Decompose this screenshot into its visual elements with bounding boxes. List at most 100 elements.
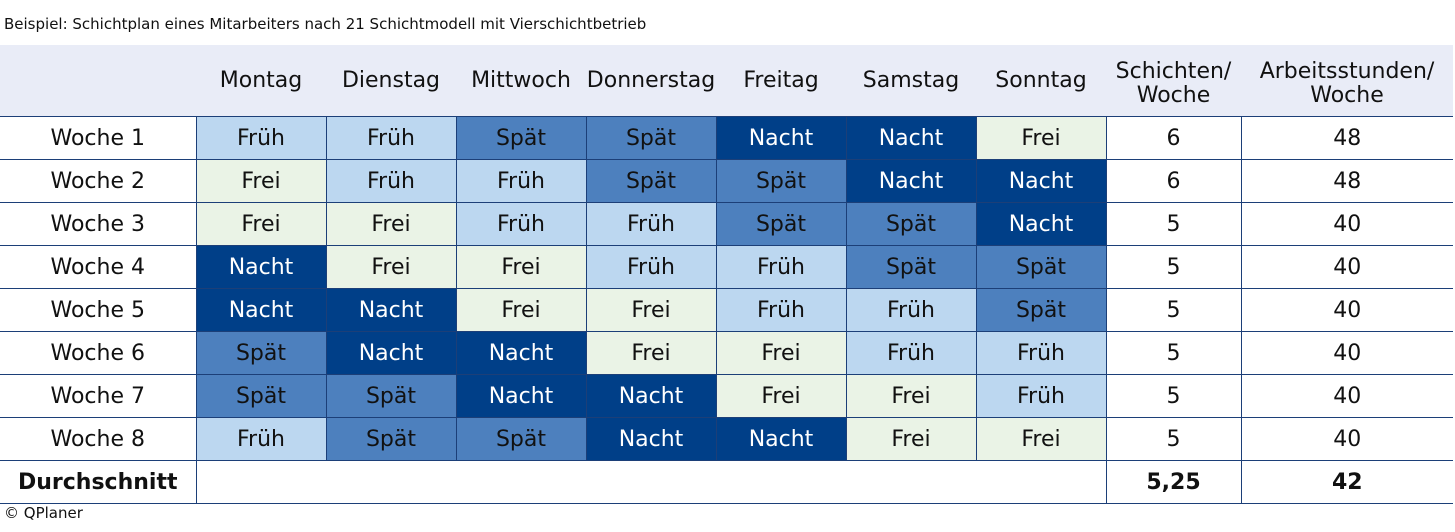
shift-cell: Nacht: [585, 374, 717, 418]
shift-cell: Nacht: [195, 288, 327, 332]
shift-cell: Frei: [845, 374, 977, 418]
shift-cell: Frei: [455, 288, 587, 332]
shift-cell: Nacht: [845, 159, 977, 203]
hours-per-week-cell: 40: [1240, 417, 1453, 461]
shift-cell: Spät: [195, 331, 327, 375]
header-shifts-per-week: Schichten/ Woche: [1106, 45, 1241, 117]
shift-cell: Spät: [195, 374, 327, 418]
shift-cell: Nacht: [975, 202, 1107, 246]
shift-cell: Früh: [715, 245, 847, 289]
shifts-per-week-cell: 6: [1105, 159, 1242, 203]
header-day: Freitag: [716, 45, 846, 117]
shifts-per-week-cell: 5: [1105, 331, 1242, 375]
shift-cell: Frei: [585, 288, 717, 332]
shifts-per-week-cell: 5: [1105, 288, 1242, 332]
shift-cell: Nacht: [325, 288, 457, 332]
header-day: Samstag: [846, 45, 976, 117]
hours-per-week-cell: 40: [1240, 288, 1453, 332]
shift-cell: Nacht: [455, 331, 587, 375]
week-label: Woche 2: [0, 159, 197, 203]
shift-cell: Frei: [975, 116, 1107, 160]
shift-cell: Spät: [585, 159, 717, 203]
copyright-note: © QPlaner: [4, 504, 83, 522]
week-row: Woche 7 Spät Spät Nacht Nacht Frei Frei Früh 5 40: [0, 374, 1453, 418]
average-hours: 42: [1240, 460, 1453, 504]
week-row: Woche 4 Nacht Frei Frei Früh Früh Spät Spät 5 40: [0, 245, 1453, 289]
shift-cell: Früh: [585, 202, 717, 246]
week-label: Woche 1: [0, 116, 197, 160]
hours-per-week-cell: 40: [1240, 202, 1453, 246]
shift-cell: Frei: [325, 245, 457, 289]
shift-cell: Früh: [455, 159, 587, 203]
shift-cell: Früh: [975, 331, 1107, 375]
week-row: Woche 3 Frei Frei Früh Früh Spät Spät Nacht 5 40: [0, 202, 1453, 246]
header-shifts-line1: Schichten/: [1115, 58, 1232, 84]
header-shifts-line2: Woche: [1136, 82, 1211, 108]
shift-cell: Frei: [325, 202, 457, 246]
shift-cell: Früh: [715, 288, 847, 332]
shifts-per-week-cell: 5: [1105, 245, 1242, 289]
shift-cell: Nacht: [845, 116, 977, 160]
shift-cell: Früh: [195, 417, 327, 461]
week-row: Woche 2 Frei Früh Früh Spät Spät Nacht Nacht 6 48: [0, 159, 1453, 203]
week-label: Woche 7: [0, 374, 197, 418]
header-hours-line1: Arbeitsstunden/: [1259, 58, 1435, 84]
shift-cell: Früh: [975, 374, 1107, 418]
shift-cell: Frei: [845, 417, 977, 461]
shifts-per-week-cell: 5: [1105, 417, 1242, 461]
week-row: Woche 1 Früh Früh Spät Spät Nacht Nacht Frei 6 48: [0, 116, 1453, 160]
shift-cell: Früh: [585, 245, 717, 289]
week-row: Woche 6 Spät Nacht Nacht Frei Frei Früh Früh 5 40: [0, 331, 1453, 375]
shift-cell: Frei: [195, 202, 327, 246]
shift-cell: Spät: [585, 116, 717, 160]
shift-cell: Früh: [845, 331, 977, 375]
shifts-per-week-cell: 5: [1105, 202, 1242, 246]
shift-cell: Früh: [325, 116, 457, 160]
shift-cell: Spät: [975, 288, 1107, 332]
average-label: Durchschnitt: [0, 460, 197, 504]
header-day: Dienstag: [326, 45, 456, 117]
week-label: Woche 3: [0, 202, 197, 246]
week-label: Woche 8: [0, 417, 197, 461]
week-label: Woche 6: [0, 331, 197, 375]
shift-cell: Spät: [325, 374, 457, 418]
hours-per-week-cell: 48: [1240, 159, 1453, 203]
shift-cell: Frei: [715, 331, 847, 375]
average-row: Durchschnitt 5,25 42: [0, 460, 1453, 504]
header-day: Montag: [196, 45, 326, 117]
header-day: Sonntag: [976, 45, 1106, 117]
shifts-per-week-cell: 6: [1105, 116, 1242, 160]
shift-cell: Spät: [715, 159, 847, 203]
shift-cell: Frei: [975, 417, 1107, 461]
average-empty-cell: [195, 460, 1107, 504]
hours-per-week-cell: 48: [1240, 116, 1453, 160]
shift-cell: Nacht: [325, 331, 457, 375]
shift-cell: Frei: [585, 331, 717, 375]
header-row: Montag Dienstag Mittwoch Donnerstag Frei…: [0, 45, 1453, 117]
shift-plan-table: Montag Dienstag Mittwoch Donnerstag Frei…: [0, 45, 1453, 504]
plan-body: Woche 1 Früh Früh Spät Spät Nacht Nacht Frei 6 48…: [0, 116, 1453, 461]
shift-cell: Spät: [845, 245, 977, 289]
hours-per-week-cell: 40: [1240, 374, 1453, 418]
shift-cell: Nacht: [585, 417, 717, 461]
header-day: Mittwoch: [456, 45, 586, 117]
week-row: Woche 5 Nacht Nacht Frei Frei Früh Früh Spät 5 40: [0, 288, 1453, 332]
header-corner: [0, 45, 196, 117]
header-hours-per-week: Arbeitsstunden/ Woche: [1241, 45, 1453, 117]
shift-cell: Nacht: [975, 159, 1107, 203]
week-label: Woche 4: [0, 245, 197, 289]
shift-cell: Früh: [195, 116, 327, 160]
week-label: Woche 5: [0, 288, 197, 332]
shift-cell: Nacht: [715, 417, 847, 461]
shift-cell: Spät: [455, 116, 587, 160]
shift-cell: Spät: [845, 202, 977, 246]
shift-cell: Spät: [715, 202, 847, 246]
header-hours-line2: Woche: [1310, 82, 1384, 108]
hours-per-week-cell: 40: [1240, 331, 1453, 375]
shift-cell: Spät: [975, 245, 1107, 289]
hours-per-week-cell: 40: [1240, 245, 1453, 289]
average-shifts: 5,25: [1105, 460, 1242, 504]
week-row: Woche 8 Früh Spät Spät Nacht Nacht Frei Frei 5 40: [0, 417, 1453, 461]
shift-cell: Spät: [455, 417, 587, 461]
shift-cell: Frei: [455, 245, 587, 289]
